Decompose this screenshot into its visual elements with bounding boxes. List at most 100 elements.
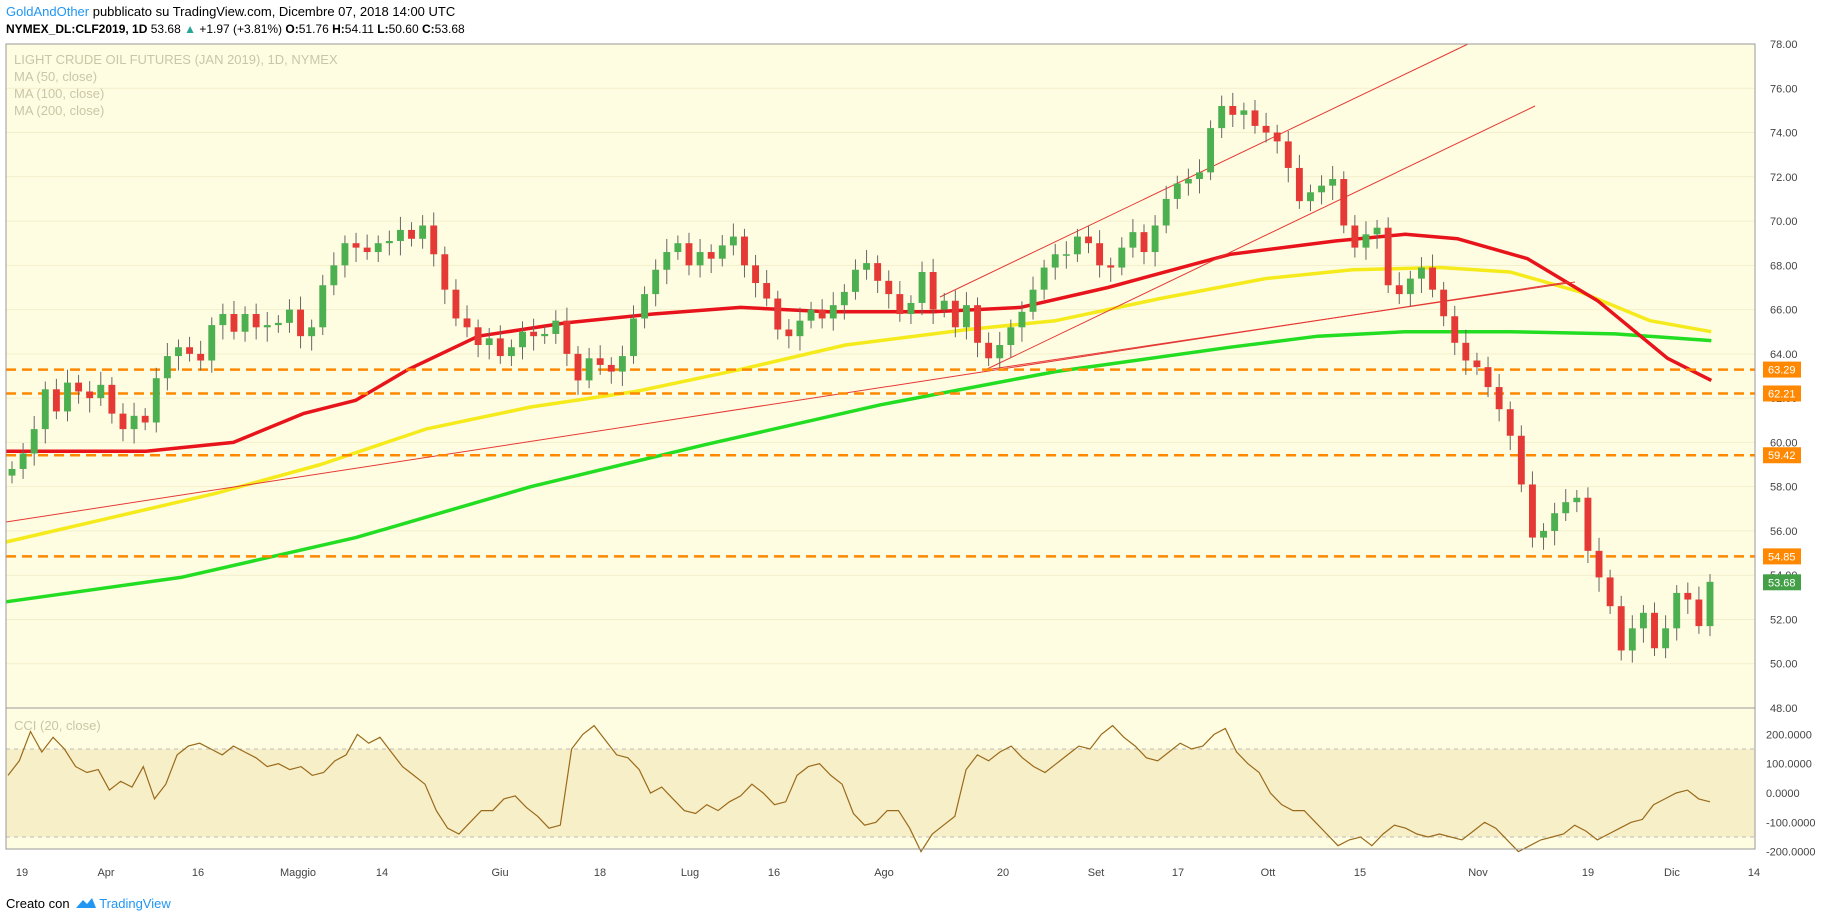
candle xyxy=(1473,352,1481,375)
candle xyxy=(363,234,371,260)
x-tick-label: Apr xyxy=(97,867,114,879)
candle-body xyxy=(863,263,870,270)
candle-body xyxy=(408,229,415,239)
footer-brand[interactable]: TradingView xyxy=(99,896,171,911)
candle xyxy=(1528,471,1536,548)
candle xyxy=(1207,120,1215,181)
candle-body xyxy=(1628,628,1636,651)
candle-body xyxy=(1229,105,1237,115)
candle-body xyxy=(1184,179,1192,184)
candle-body xyxy=(774,298,782,330)
low-label: L: xyxy=(377,22,389,36)
candle-body xyxy=(1540,530,1547,538)
candle xyxy=(241,306,249,342)
candle xyxy=(1340,171,1348,234)
candle xyxy=(1329,165,1337,201)
candle xyxy=(1373,219,1381,249)
candle-body xyxy=(951,300,959,328)
candle xyxy=(1018,301,1026,342)
candle xyxy=(829,292,837,331)
cci-tick-label: 200.0000 xyxy=(1766,729,1812,741)
candle-body xyxy=(1273,132,1281,142)
candle xyxy=(796,307,804,351)
x-tick-label: Maggio xyxy=(280,867,316,879)
candle-body xyxy=(1495,387,1503,410)
candle-body xyxy=(197,353,205,361)
candle xyxy=(1073,228,1081,263)
candle xyxy=(8,461,16,484)
chart[interactable]: 78.00 76.00 74.00 72.00 70.00 68.00 66.00 64.00… xyxy=(0,0,1828,880)
candle xyxy=(1628,615,1636,663)
level-label-bg xyxy=(1763,361,1801,378)
candle-body xyxy=(286,309,293,323)
candle-body xyxy=(874,263,882,281)
candle xyxy=(230,300,238,340)
candle xyxy=(208,317,216,373)
x-tick-label: 17 xyxy=(1172,867,1184,879)
level-label: 59.42 xyxy=(1768,450,1796,462)
candle xyxy=(396,216,404,256)
candle-body xyxy=(1162,198,1170,226)
author-link[interactable]: GoldAndOther xyxy=(6,4,90,19)
candle-body xyxy=(119,413,127,430)
candle xyxy=(1162,185,1170,234)
candle xyxy=(1617,595,1625,661)
y-tick-label: 72.00 xyxy=(1770,172,1798,184)
candle xyxy=(907,295,915,324)
candle xyxy=(696,238,704,278)
candle xyxy=(108,377,116,424)
candle-body xyxy=(452,289,460,319)
candle xyxy=(1684,582,1692,614)
y-tick-label: 76.00 xyxy=(1770,83,1798,95)
candle-body xyxy=(8,468,16,476)
candle xyxy=(519,321,526,360)
candle xyxy=(530,318,538,351)
candle xyxy=(1651,602,1658,656)
candle-body xyxy=(530,331,538,337)
candle xyxy=(563,307,571,367)
candle-body xyxy=(1007,327,1015,346)
candle-body xyxy=(1617,606,1625,651)
candle-body xyxy=(1406,278,1414,295)
candle-body xyxy=(1051,254,1059,268)
candle xyxy=(485,327,493,360)
x-tick-label: Set xyxy=(1088,867,1105,879)
candle-body xyxy=(807,309,815,321)
candle-body xyxy=(330,265,338,286)
candle xyxy=(1218,95,1226,139)
ma200-line xyxy=(5,329,1712,604)
candle xyxy=(1495,374,1503,422)
candle xyxy=(1429,254,1436,298)
close-label: C: xyxy=(421,22,435,36)
candle xyxy=(1595,537,1603,592)
candle-body xyxy=(374,243,382,253)
candle-body xyxy=(918,271,926,303)
candle xyxy=(785,319,793,349)
candle xyxy=(1517,425,1525,493)
y-tick-label: 66.00 xyxy=(1770,305,1798,317)
candle-body xyxy=(707,252,715,259)
candle-body xyxy=(1362,234,1370,248)
candle-body xyxy=(1196,172,1203,180)
low-value: 50.60 xyxy=(388,22,419,36)
candle-body xyxy=(463,318,471,328)
candle xyxy=(352,232,360,263)
candle xyxy=(663,238,671,285)
candle-body xyxy=(241,314,249,332)
candle-body xyxy=(441,254,449,290)
candle xyxy=(1062,241,1070,269)
candle xyxy=(97,371,105,406)
candle-body xyxy=(796,320,804,337)
candle xyxy=(441,246,449,305)
price-change: +1.97 (+3.81%) xyxy=(199,22,283,36)
candle-body xyxy=(1262,125,1270,133)
candle-body xyxy=(552,320,560,334)
candle xyxy=(175,339,182,371)
candle xyxy=(1096,230,1104,278)
candle xyxy=(141,408,149,431)
publish-header: GoldAndOther pubblicato su TradingView.c… xyxy=(6,4,455,19)
candle-body xyxy=(1284,141,1292,168)
candle-body xyxy=(1706,581,1714,627)
trend-line xyxy=(984,105,1536,371)
candle-body xyxy=(574,353,582,381)
